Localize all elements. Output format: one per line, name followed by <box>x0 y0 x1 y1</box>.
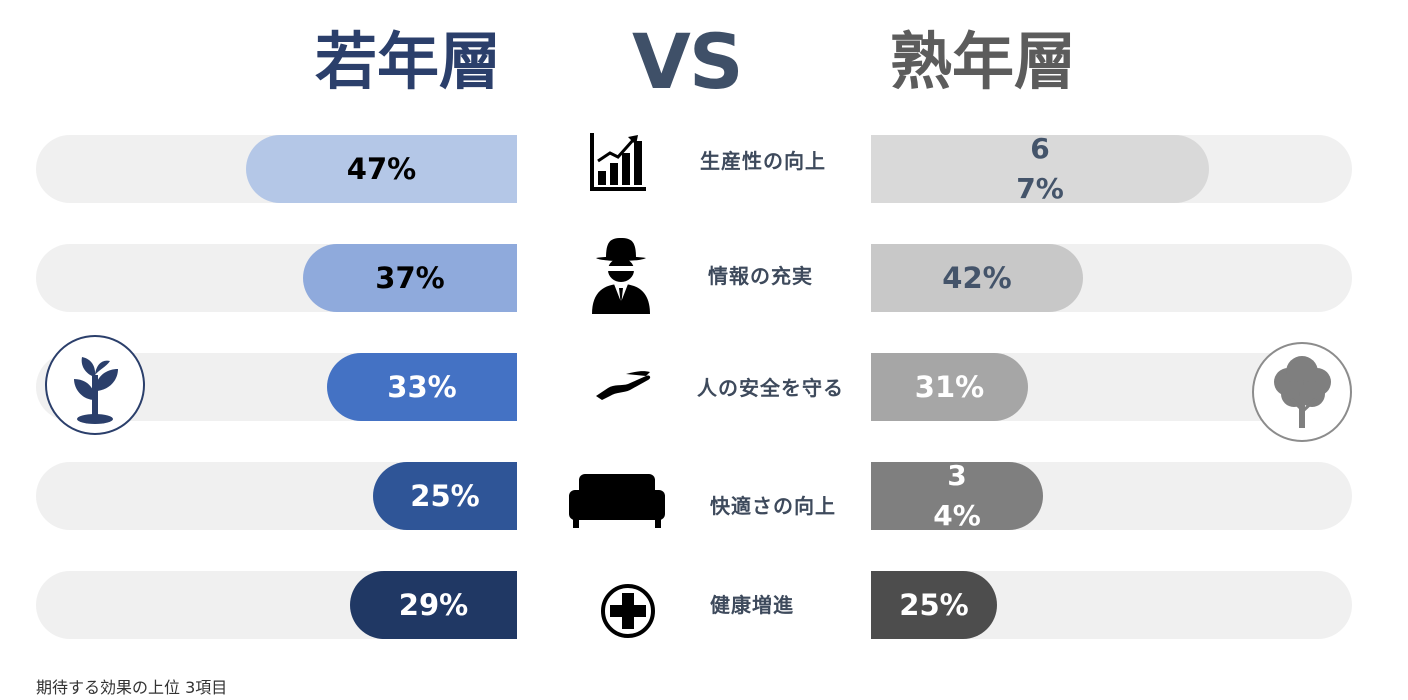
category-label: 人の安全を守る <box>697 376 844 400</box>
sapling-icon <box>45 335 145 435</box>
vs-label: VS <box>632 17 744 106</box>
value-label-right: 25% <box>899 588 969 622</box>
value-label-right: 31% <box>914 370 985 404</box>
bar-right-1: 67% <box>871 132 1209 205</box>
bar-right-5: 25% <box>871 571 997 639</box>
value-label-left: 29% <box>398 588 469 622</box>
tree-icon <box>1252 342 1352 442</box>
bar-right-2: 42% <box>871 244 1083 312</box>
category-label: 生産性の向上 <box>700 149 826 173</box>
value-label-left: 33% <box>387 370 457 404</box>
bar-left-5: 29% <box>350 571 517 639</box>
bar-left-2: 37% <box>303 244 517 312</box>
category-label: 情報の充実 <box>708 264 813 288</box>
sofa-icon <box>567 472 667 534</box>
category-label: 健康増進 <box>710 593 794 617</box>
value-label-left: 37% <box>375 261 445 295</box>
bar-left-1: 47% <box>246 135 517 203</box>
category-label: 快適さの向上 <box>710 494 836 518</box>
hand-icon <box>594 366 654 406</box>
medical-cross-icon <box>600 583 656 643</box>
bar-right-3: 31% <box>871 353 1028 421</box>
value-label-right: 67% <box>1016 132 1064 205</box>
left-group-title: 若年層 <box>315 25 502 98</box>
footnote: 期待する効果の上位 3項目 <box>36 678 228 697</box>
bar-left-3: 33% <box>327 353 517 421</box>
value-label-right: 34% <box>933 459 981 532</box>
bar-left-4: 25% <box>373 462 517 530</box>
value-label-right: 42% <box>942 261 1012 295</box>
bar-right-4: 34% <box>871 459 1043 532</box>
growth-chart-icon <box>588 131 648 197</box>
value-label-left: 25% <box>410 479 480 513</box>
spy-agent-icon <box>590 236 652 320</box>
right-group-title: 熟年層 <box>890 25 1077 98</box>
value-label-left: 47% <box>346 152 417 186</box>
